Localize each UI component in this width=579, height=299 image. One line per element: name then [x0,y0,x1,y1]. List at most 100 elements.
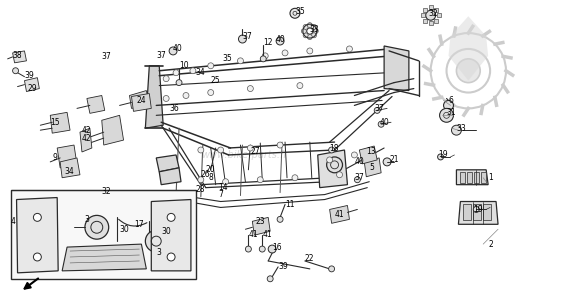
Text: 15: 15 [50,118,60,127]
Text: 39: 39 [278,263,288,271]
Circle shape [268,245,276,253]
Circle shape [257,177,263,183]
Circle shape [167,253,175,261]
Circle shape [276,37,284,45]
Text: 6: 6 [449,96,453,105]
Circle shape [374,107,380,113]
Circle shape [169,47,177,55]
Text: 35: 35 [295,7,305,16]
Circle shape [176,80,182,86]
Polygon shape [360,146,377,164]
Polygon shape [151,199,191,271]
Text: 40: 40 [379,118,389,127]
Circle shape [163,76,169,82]
Circle shape [303,25,308,29]
Text: 40: 40 [173,45,183,54]
Circle shape [282,50,288,56]
Text: 38: 38 [13,51,22,60]
Text: 37: 37 [156,51,166,60]
Circle shape [473,207,479,212]
Text: 4: 4 [10,217,16,226]
Text: 23: 23 [255,217,265,226]
Bar [474,172,479,183]
Polygon shape [156,155,179,172]
Polygon shape [252,217,270,235]
Circle shape [198,147,204,153]
Text: 40: 40 [354,157,364,166]
Polygon shape [434,8,438,12]
Text: 29: 29 [27,84,37,93]
Polygon shape [428,21,433,25]
Polygon shape [87,95,105,113]
Circle shape [307,35,312,39]
Polygon shape [384,46,409,91]
Text: 13: 13 [367,147,376,156]
Circle shape [247,145,254,151]
Bar [483,205,491,220]
Polygon shape [130,91,149,108]
Text: 24: 24 [137,96,146,105]
Circle shape [327,157,332,163]
Text: 37: 37 [243,32,252,41]
Circle shape [247,86,254,91]
Text: 33: 33 [456,124,466,133]
Bar [463,205,471,220]
Text: 18: 18 [329,144,339,152]
Polygon shape [423,19,427,23]
Text: 19: 19 [473,205,483,214]
Text: 25: 25 [211,76,221,85]
Text: 36: 36 [169,104,179,113]
Circle shape [292,175,298,181]
Polygon shape [421,13,425,17]
Text: 27: 27 [250,147,260,156]
Circle shape [290,8,300,18]
Circle shape [438,154,444,160]
Circle shape [208,63,214,69]
Circle shape [34,213,41,221]
Circle shape [456,59,480,83]
Circle shape [297,83,303,89]
Circle shape [452,125,461,135]
Text: 1: 1 [488,173,493,182]
Circle shape [383,158,391,166]
Text: 41: 41 [262,230,272,239]
Circle shape [351,152,357,158]
Text: 33: 33 [310,25,320,33]
Circle shape [327,157,343,173]
Text: 37: 37 [374,104,384,113]
Polygon shape [13,51,27,63]
Text: www.bike-parts.fi: www.bike-parts.fi [201,150,286,161]
Polygon shape [145,66,163,128]
Circle shape [312,33,317,38]
Circle shape [190,68,196,74]
Text: 31: 31 [446,108,456,117]
Text: 30: 30 [120,225,129,234]
Text: 11: 11 [285,200,295,209]
Circle shape [198,177,204,183]
Circle shape [378,121,384,127]
Polygon shape [437,13,441,17]
Polygon shape [449,16,488,81]
Text: 21: 21 [389,155,398,164]
Circle shape [183,92,189,98]
Circle shape [439,108,453,122]
Polygon shape [57,145,77,168]
Circle shape [307,23,312,28]
Circle shape [167,213,175,221]
Circle shape [173,70,179,76]
Polygon shape [62,244,146,271]
Text: 34: 34 [64,167,74,176]
Text: 42: 42 [82,134,91,143]
Polygon shape [364,158,381,177]
Polygon shape [60,158,80,178]
Circle shape [444,100,453,110]
Circle shape [312,25,317,29]
Text: 17: 17 [134,220,144,229]
Circle shape [261,56,266,62]
Circle shape [208,90,214,95]
Text: 37: 37 [102,52,112,61]
Circle shape [302,29,306,33]
Circle shape [426,10,435,20]
Circle shape [163,95,169,101]
Circle shape [329,266,335,272]
